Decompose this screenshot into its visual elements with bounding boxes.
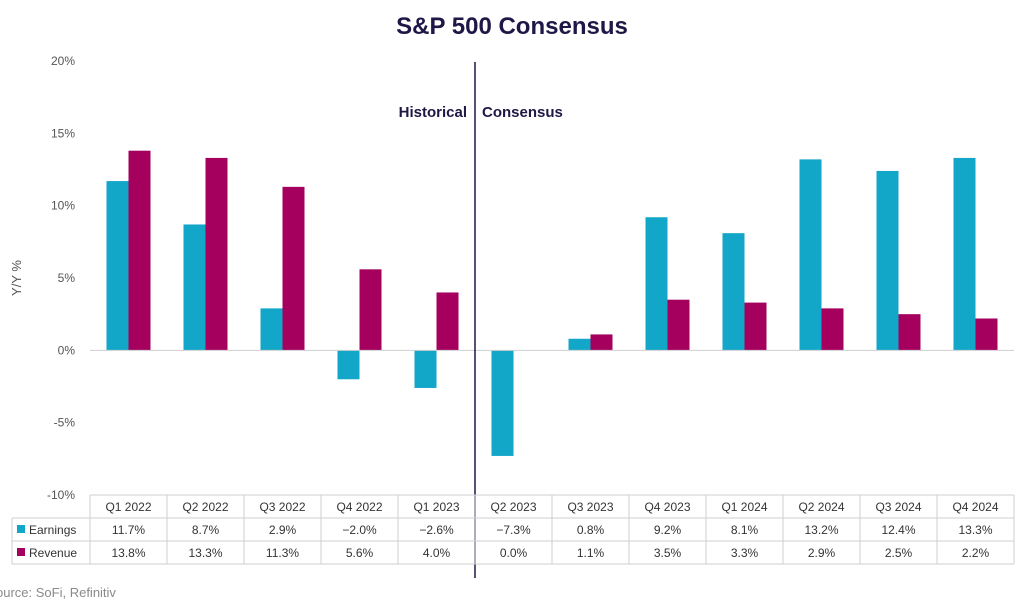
category-label: Q3 2024 (875, 500, 921, 514)
y-tick-label: 10% (51, 199, 75, 213)
category-label: Q4 2023 (644, 500, 690, 514)
data-label-revenue: 2.2% (962, 546, 990, 560)
bar-earnings (799, 159, 822, 351)
bar-revenue (282, 186, 305, 351)
data-label-earnings: 13.3% (958, 523, 992, 537)
data-label-revenue: 0.0% (500, 546, 528, 560)
category-label: Q1 2024 (721, 500, 767, 514)
bar-revenue (205, 157, 228, 351)
legend-label-earnings: Earnings (29, 523, 76, 537)
data-label-revenue: 4.0% (423, 546, 451, 560)
bar-revenue (744, 302, 767, 351)
data-label-revenue: 5.6% (346, 546, 374, 560)
category-label: Q3 2022 (259, 500, 305, 514)
data-label-revenue: 13.3% (188, 546, 222, 560)
bar-earnings (106, 181, 129, 351)
annotation-historical: Historical (399, 104, 467, 121)
chart-title: S&P 500 Consensus (396, 13, 628, 40)
category-label: Q1 2023 (413, 500, 459, 514)
category-label: Q1 2022 (105, 500, 151, 514)
data-label-revenue: 3.5% (654, 546, 682, 560)
data-label-revenue: 3.3% (731, 546, 759, 560)
category-label: Q2 2022 (182, 500, 228, 514)
legend-swatch-revenue (17, 548, 25, 556)
bar-revenue (667, 299, 690, 351)
category-label: Q3 2023 (567, 500, 613, 514)
data-label-earnings: −7.3% (496, 523, 531, 537)
bar-revenue (436, 292, 459, 351)
data-label-earnings: 12.4% (881, 523, 915, 537)
bar-earnings (337, 350, 360, 380)
data-label-revenue: 2.9% (808, 546, 836, 560)
bar-revenue (128, 150, 151, 351)
data-label-earnings: −2.0% (342, 523, 377, 537)
data-label-earnings: 13.2% (804, 523, 838, 537)
y-tick-label: 20% (51, 54, 75, 68)
data-label-earnings: 8.1% (731, 523, 759, 537)
data-label-earnings: −2.6% (419, 523, 454, 537)
y-tick-label: -5% (54, 416, 76, 430)
data-label-revenue: 1.1% (577, 546, 605, 560)
bar-revenue (821, 308, 844, 351)
category-label: Q2 2024 (798, 500, 844, 514)
bar-earnings (722, 233, 745, 351)
legend-label-revenue: Revenue (29, 546, 77, 560)
category-label: Q4 2024 (952, 500, 998, 514)
bar-earnings (953, 157, 976, 351)
y-tick-label: 15% (51, 126, 75, 140)
data-label-earnings: 11.7% (112, 523, 145, 537)
source-note: ource: SoFi, Refinitiv (0, 585, 116, 600)
legend-swatch-earnings (17, 525, 25, 533)
bar-earnings (260, 308, 283, 351)
y-tick-label: 5% (58, 271, 76, 285)
bar-earnings (491, 350, 514, 456)
data-label-revenue: 2.5% (885, 546, 913, 560)
bar-earnings (876, 170, 899, 351)
bar-earnings (645, 217, 668, 351)
bar-revenue (590, 334, 613, 351)
data-label-revenue: 13.8% (111, 546, 145, 560)
y-tick-label: 0% (58, 343, 76, 357)
y-axis-label: Y/Y % (9, 260, 24, 296)
data-label-revenue: 11.3% (266, 546, 299, 560)
category-label: Q4 2022 (336, 500, 382, 514)
bar-revenue (898, 314, 921, 351)
category-label: Q2 2023 (490, 500, 536, 514)
bar-revenue (975, 318, 998, 351)
data-label-earnings: 9.2% (654, 523, 682, 537)
bar-earnings (414, 350, 437, 388)
data-label-earnings: 2.9% (269, 523, 297, 537)
data-label-earnings: 0.8% (577, 523, 605, 537)
bar-earnings (568, 338, 591, 351)
annotation-consensus: Consensus (482, 104, 563, 121)
bar-revenue (359, 269, 382, 351)
y-tick-label: -10% (47, 488, 75, 502)
data-label-earnings: 8.7% (192, 523, 220, 537)
bar-earnings (183, 224, 206, 351)
